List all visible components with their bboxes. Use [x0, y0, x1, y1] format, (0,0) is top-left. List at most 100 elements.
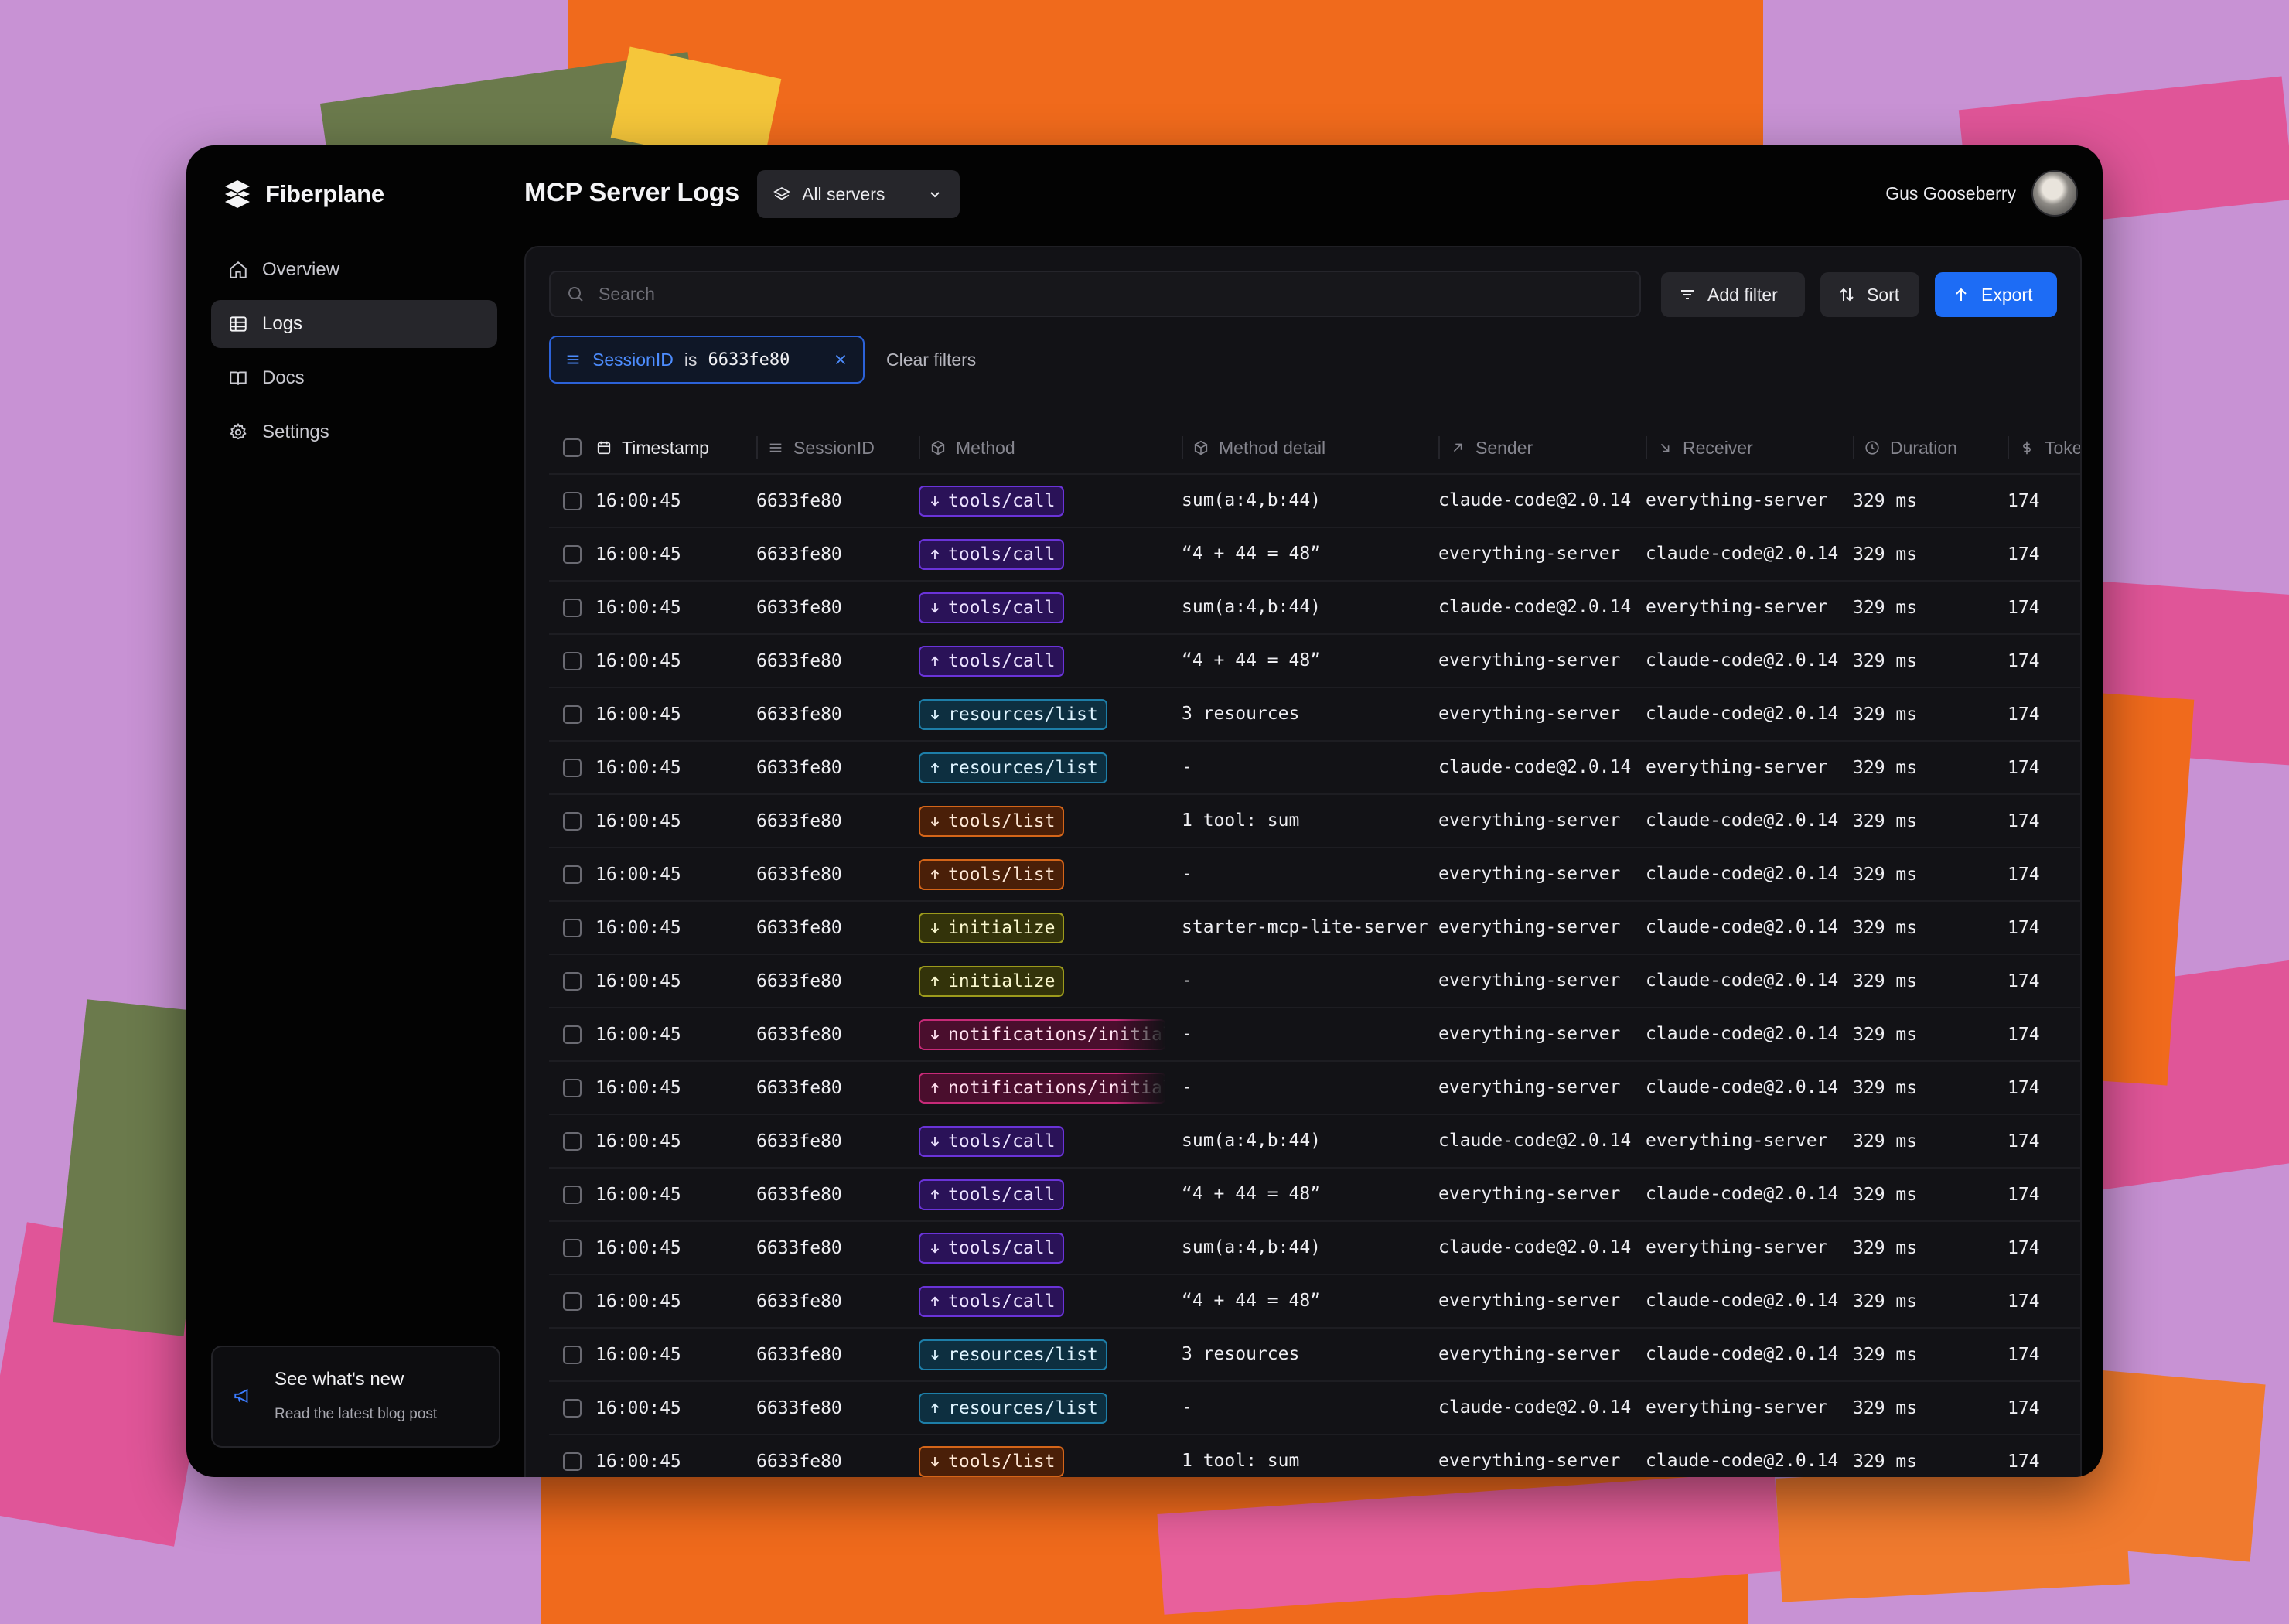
row-checkbox[interactable]	[563, 651, 582, 670]
megaphone-icon	[234, 1388, 248, 1404]
sort-button[interactable]: Sort	[1820, 272, 1919, 317]
row-checkbox[interactable]	[563, 491, 582, 510]
table-row[interactable]: 16:00:45 6633fe80 resources/list - claude-co…	[549, 1382, 2080, 1435]
sidebar-item-overview[interactable]: Overview	[211, 246, 497, 294]
avatar[interactable]	[2031, 170, 2078, 217]
row-checkbox[interactable]	[563, 811, 582, 831]
server-select-value: All servers	[802, 183, 885, 204]
filter-chip-key: SessionID	[592, 349, 674, 370]
row-checkbox[interactable]	[563, 758, 582, 777]
method-detail-cell: sum(a:4,b:44)	[1182, 1115, 1438, 1167]
column-header-receiver[interactable]: Receiver	[1646, 422, 1853, 473]
timestamp-cell: 16:00:45	[595, 597, 681, 618]
method-detail: sum(a:4,b:44)	[1182, 490, 1322, 510]
method-badge[interactable]: tools/call	[919, 592, 1065, 623]
row-checkbox[interactable]	[563, 1238, 582, 1257]
table-row[interactable]: 16:00:45 6633fe80 initialize - everything-se…	[549, 955, 2080, 1008]
table-row[interactable]: 16:00:45 6633fe80 tools/call sum(a:4,b:44) c…	[549, 582, 2080, 635]
logo[interactable]: Fiberplane	[220, 175, 384, 213]
search-input[interactable]	[597, 282, 1624, 305]
row-checkbox[interactable]	[563, 1078, 582, 1097]
method-badge[interactable]: resources/list	[919, 1339, 1107, 1370]
server-select[interactable]: All servers	[757, 170, 960, 218]
sort-label: Sort	[1867, 284, 1900, 305]
row-checkbox[interactable]	[563, 865, 582, 884]
table-row[interactable]: 16:00:45 6633fe80 resources/list 3 resource…	[549, 1329, 2080, 1382]
row-checkbox[interactable]	[563, 705, 582, 724]
method-badge[interactable]: tools/list	[919, 858, 1065, 890]
close-icon[interactable]	[832, 351, 849, 368]
row-checkbox[interactable]	[563, 1452, 582, 1471]
table-row[interactable]: 16:00:45 6633fe80 tools/call “4 + 44 = 48” e…	[549, 1275, 2080, 1329]
method-detail: sum(a:4,b:44)	[1182, 1237, 1322, 1257]
method-badge[interactable]: initialize	[919, 965, 1065, 997]
column-header-sessionid[interactable]: SessionID	[756, 422, 919, 473]
method-badge[interactable]: resources/list	[919, 698, 1107, 730]
clear-filters-link[interactable]: Clear filters	[886, 350, 977, 370]
method-badge[interactable]: tools/call	[919, 538, 1065, 570]
tokens-cell: 174	[2008, 490, 2040, 511]
sender-cell: claude-code@2.0.14	[1438, 742, 1646, 793]
sidebar-item-logs[interactable]: Logs	[211, 300, 497, 348]
table-row[interactable]: 16:00:45 6633fe80 notifications/initialize…	[549, 1008, 2080, 1062]
table-row[interactable]: 16:00:45 6633fe80 initialize starter-mcp-li…	[549, 902, 2080, 955]
search-bar[interactable]	[549, 271, 1641, 317]
row-checkbox[interactable]	[563, 598, 582, 617]
table-row[interactable]: 16:00:45 6633fe80 tools/list 1 tool: sum eve…	[549, 1435, 2080, 1477]
whats-new-card[interactable]: See what's new Read the latest blog post	[211, 1346, 500, 1448]
receiver: claude-code@2.0.14	[1646, 864, 1839, 884]
column-header-method-detail[interactable]: Method detail	[1182, 422, 1438, 473]
row-checkbox[interactable]	[563, 971, 582, 991]
table-row[interactable]: 16:00:45 6633fe80 tools/call sum(a:4,b:44) c…	[549, 1222, 2080, 1275]
row-checkbox[interactable]	[563, 1291, 582, 1311]
row-checkbox[interactable]	[563, 544, 582, 564]
filter-chip[interactable]: SessionID is 6633fe80	[549, 336, 865, 384]
export-button[interactable]: Export	[1935, 272, 2057, 317]
column-header-duration[interactable]: Duration	[1853, 422, 2008, 473]
method-badge[interactable]: notifications/initialized	[919, 1018, 1166, 1050]
method-badge[interactable]: tools/call	[919, 1125, 1065, 1157]
table-row[interactable]: 16:00:45 6633fe80 tools/list - everything-se…	[549, 848, 2080, 902]
receiver: claude-code@2.0.14	[1646, 1291, 1839, 1311]
add-filter-button[interactable]: Add filter	[1661, 272, 1805, 317]
column-header-sender[interactable]: Sender	[1438, 422, 1646, 473]
method-badge[interactable]: tools/call	[919, 1285, 1065, 1317]
method-badge[interactable]: tools/call	[919, 645, 1065, 677]
table-row[interactable]: 16:00:45 6633fe80 tools/call “4 + 44 = 48” e…	[549, 528, 2080, 582]
sidebar-item-docs[interactable]: Docs	[211, 354, 497, 402]
select-all-checkbox[interactable]	[563, 438, 582, 457]
method-badge[interactable]: resources/list	[919, 1392, 1107, 1424]
table-row[interactable]: 16:00:45 6633fe80 tools/call “4 + 44 = 48” e…	[549, 635, 2080, 688]
row-checkbox[interactable]	[563, 918, 582, 937]
row-checkbox[interactable]	[563, 1398, 582, 1418]
table-row[interactable]: 16:00:45 6633fe80 tools/call sum(a:4,b:44) c…	[549, 1115, 2080, 1169]
method-detail: 1 tool: sum	[1182, 810, 1300, 831]
method-badge[interactable]: tools/call	[919, 1179, 1065, 1210]
row-checkbox[interactable]	[563, 1345, 582, 1364]
table-row[interactable]: 16:00:45 6633fe80 tools/call “4 + 44 = 48” e…	[549, 1169, 2080, 1222]
row-checkbox[interactable]	[563, 1185, 582, 1204]
method-badge[interactable]: resources/list	[919, 752, 1107, 783]
method-badge[interactable]: tools/call	[919, 1232, 1065, 1264]
table-row[interactable]: 16:00:45 6633fe80 resources/list 3 resource…	[549, 688, 2080, 742]
row-checkbox[interactable]	[563, 1131, 582, 1151]
table-row[interactable]: 16:00:45 6633fe80 notifications/initialize…	[549, 1062, 2080, 1115]
method-badge[interactable]: notifications/initialized	[919, 1072, 1166, 1104]
home-icon	[230, 261, 247, 278]
column-header-method[interactable]: Method	[919, 422, 1182, 473]
method-badge[interactable]: tools/list	[919, 805, 1065, 837]
table-row[interactable]: 16:00:45 6633fe80 resources/list - claude-co…	[549, 742, 2080, 795]
sidebar-item-label: Docs	[262, 367, 305, 388]
column-header-tokens[interactable]: Tokens	[2008, 422, 2080, 473]
method-badge[interactable]: initialize	[919, 912, 1065, 943]
method-badge[interactable]: tools/call	[919, 485, 1065, 517]
row-checkbox[interactable]	[563, 1025, 582, 1044]
method-detail: starter-mcp-lite-server	[1182, 917, 1428, 937]
column-header-timestamp[interactable]: Timestamp	[595, 422, 742, 473]
user-menu[interactable]: Gus Gooseberry	[1885, 169, 2078, 218]
sidebar-item-settings[interactable]: Settings	[211, 408, 497, 456]
method-badge[interactable]: tools/list	[919, 1445, 1065, 1477]
table-row[interactable]: 16:00:45 6633fe80 tools/call sum(a:4,b:44) c…	[549, 475, 2080, 528]
table-row[interactable]: 16:00:45 6633fe80 tools/list 1 tool: sum eve…	[549, 795, 2080, 848]
